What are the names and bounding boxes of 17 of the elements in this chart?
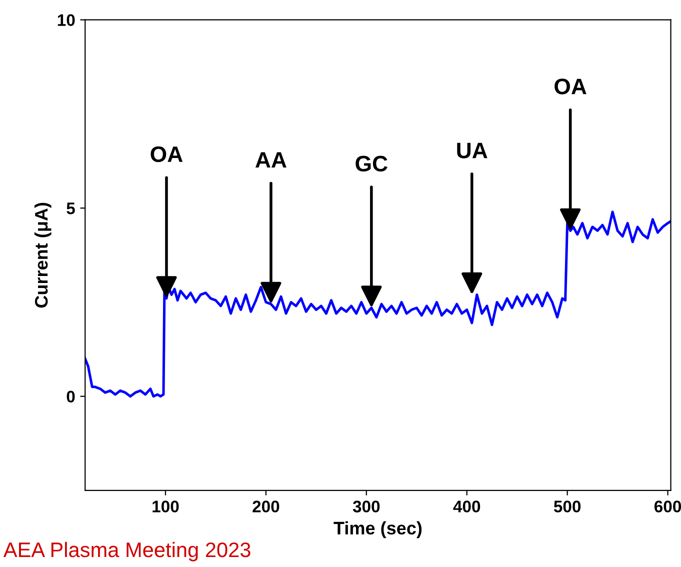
- x-axis-title: Time (sec): [334, 521, 422, 538]
- annotation: OA: [150, 146, 183, 162]
- x-tick-label: 500: [554, 500, 581, 512]
- x-tick-label: 600: [654, 500, 681, 512]
- annotation: UA: [457, 142, 488, 158]
- y-axis-title: Current (μA): [34, 202, 52, 308]
- x-tick-label: 100: [152, 500, 179, 512]
- annotation: AA: [255, 152, 286, 168]
- text: AEA Plasma Meeting 2023: [3, 542, 250, 562]
- y-tick-label: 5: [66, 202, 75, 214]
- x-tick-label: 400: [453, 500, 480, 512]
- x-tick-label: 300: [352, 500, 380, 512]
- annotation: GC: [356, 156, 388, 172]
- y-tick-label: 0: [66, 390, 75, 403]
- x-tick-label: 200: [252, 500, 280, 512]
- annotation: OA: [554, 78, 586, 94]
- y-tick-label: 10: [58, 14, 75, 26]
